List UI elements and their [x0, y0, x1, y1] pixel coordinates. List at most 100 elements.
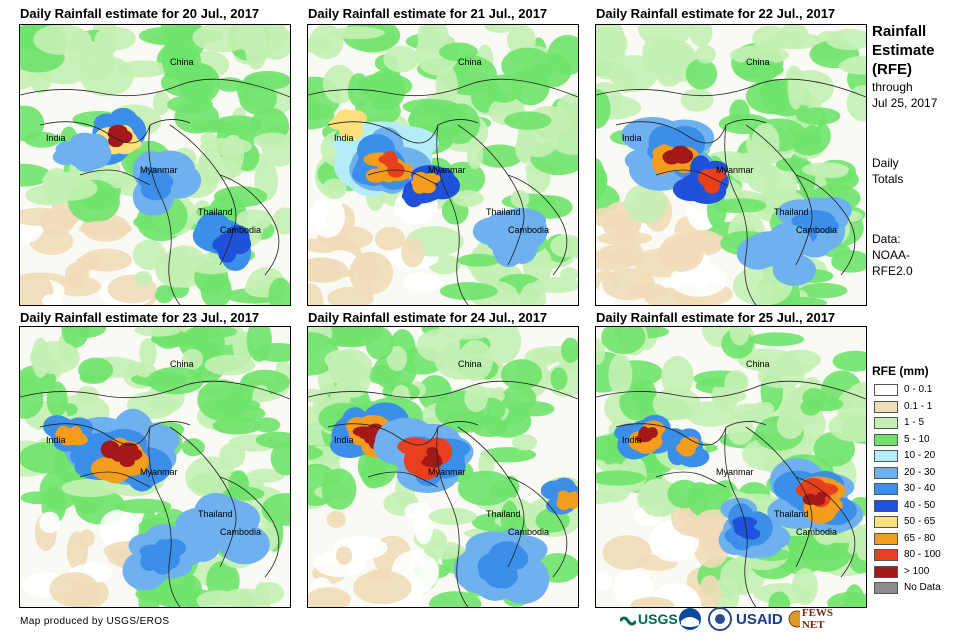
- legend-swatch: [874, 565, 898, 578]
- legend-item: 0 - 0.1: [872, 382, 962, 399]
- legend-swatch: [874, 433, 898, 446]
- fews-globe-icon: [788, 610, 800, 628]
- map-label-myanmar: Myanmar: [140, 467, 178, 477]
- map-label-myanmar: Myanmar: [716, 165, 754, 175]
- map-credit: Map produced by USGS/EROS: [20, 616, 170, 627]
- legend-swatch: [874, 516, 898, 528]
- legend-rows: 0 - 0.1 0.1 - 1 1 - 5 5 - 10 10 - 20 20 - 30 3…: [872, 382, 962, 597]
- department-seal-icon: [708, 607, 732, 631]
- legend-item: 0.1 - 1: [872, 399, 962, 416]
- legend-label: 1 - 5: [904, 417, 925, 428]
- map-label-india: India: [622, 435, 642, 445]
- usaid-logo: USAID: [736, 610, 783, 628]
- sidebar-totals: Totals: [872, 172, 904, 186]
- legend-label: 65 - 80: [904, 532, 936, 544]
- map-label-cambodia: Cambodia: [220, 527, 262, 537]
- rainfall-map-canvas: [596, 25, 866, 305]
- legend-item: 10 - 20: [872, 448, 962, 465]
- legend-item: 50 - 65: [872, 514, 962, 531]
- legend-label: 0.1 - 1: [904, 400, 933, 412]
- legend-item: > 100: [872, 564, 962, 581]
- map-label-india: India: [334, 435, 354, 445]
- noaa-seal-icon: [679, 608, 701, 630]
- map-label-thailand: Thailand: [774, 207, 809, 217]
- sidebar-data-label: Data:: [872, 232, 901, 246]
- sidebar-title-line-3: (RFE): [872, 61, 912, 78]
- map-label-cambodia: Cambodia: [220, 225, 262, 235]
- legend-item: No Data: [872, 580, 962, 597]
- legend-label: No Data: [904, 582, 941, 593]
- map-label-india: India: [334, 133, 354, 143]
- legend-item: 40 - 50: [872, 498, 962, 515]
- map-label-thailand: Thailand: [198, 207, 233, 217]
- sidebar-daily: Daily: [872, 156, 899, 170]
- legend-title: RFE (mm): [872, 364, 929, 378]
- map-label-cambodia: Cambodia: [796, 527, 838, 537]
- legend-label: 80 - 100: [904, 549, 941, 560]
- rainfall-map-4: China India Myanmar Thailand Cambodia: [19, 326, 291, 608]
- rainfall-map-2: China India Myanmar Thailand Cambodia: [307, 24, 579, 306]
- rainfall-map-1: China India Myanmar Thailand Cambodia: [19, 24, 291, 306]
- fews-net-logo: FEWS NET: [788, 606, 839, 632]
- map-label-cambodia: Cambodia: [508, 225, 550, 235]
- legend-item: 1 - 5: [872, 415, 962, 432]
- map-label-myanmar: Myanmar: [716, 467, 754, 477]
- map-label-china: China: [170, 359, 194, 369]
- panel-title-3: Daily Rainfall estimate for 22 Jul., 201…: [596, 6, 836, 21]
- legend-label: 40 - 50: [904, 499, 936, 511]
- map-label-china: China: [170, 57, 194, 67]
- map-info-sidebar: Rainfall Estimate (RFE) through Jul 25, …: [872, 22, 967, 279]
- legend-item: 20 - 30: [872, 465, 962, 482]
- legend-swatch: [874, 450, 898, 462]
- usgs-logo: USGS: [620, 606, 678, 632]
- map-label-thailand: Thailand: [198, 509, 233, 519]
- legend-label: 30 - 40: [904, 483, 936, 494]
- legend-item: 80 - 100: [872, 547, 962, 564]
- legend-item: 5 - 10: [872, 432, 962, 449]
- rainfall-map-canvas: [20, 327, 290, 607]
- map-label-thailand: Thailand: [486, 509, 521, 519]
- legend-label: 5 - 10: [904, 433, 930, 445]
- rainfall-map-5: China India Myanmar Thailand Cambodia: [307, 326, 579, 608]
- map-label-myanmar: Myanmar: [428, 467, 466, 477]
- legend-label: 0 - 0.1: [904, 384, 933, 395]
- sidebar-title-line-2: Estimate: [872, 42, 935, 59]
- map-label-india: India: [622, 133, 642, 143]
- map-label-india: India: [46, 435, 66, 445]
- map-label-cambodia: Cambodia: [796, 225, 838, 235]
- panel-title-2: Daily Rainfall estimate for 21 Jul., 201…: [308, 6, 548, 21]
- legend-item: 65 - 80: [872, 531, 962, 548]
- map-label-china: China: [458, 359, 482, 369]
- rainfall-map-6: China India Myanmar Thailand Cambodia: [595, 326, 867, 608]
- legend-label: 10 - 20: [904, 450, 936, 461]
- map-label-china: China: [458, 57, 482, 67]
- sidebar-date: Jul 25, 2017: [872, 96, 938, 110]
- legend-label: > 100: [904, 565, 930, 577]
- panel-title-6: Daily Rainfall estimate for 25 Jul., 201…: [596, 310, 836, 325]
- panel-title-5: Daily Rainfall estimate for 24 Jul., 201…: [308, 310, 548, 325]
- map-label-thailand: Thailand: [774, 509, 809, 519]
- sidebar-source-2: RFE2.0: [872, 264, 913, 278]
- legend-label: 50 - 65: [904, 516, 936, 527]
- sidebar-title-line-1: Rainfall: [872, 23, 927, 40]
- map-label-cambodia: Cambodia: [508, 527, 550, 537]
- noaa-logo: [678, 606, 702, 632]
- legend-swatch: [874, 532, 898, 545]
- sidebar-source-1: NOAA-: [872, 248, 911, 262]
- legend-item: 30 - 40: [872, 481, 962, 498]
- dhs-seal-logo: [708, 606, 732, 632]
- legend-swatch: [874, 384, 898, 396]
- rainfall-map-canvas: [596, 327, 866, 607]
- legend-label: 20 - 30: [904, 466, 936, 478]
- map-label-thailand: Thailand: [486, 207, 521, 217]
- map-label-china: China: [746, 359, 770, 369]
- rainfall-map-canvas: [308, 25, 578, 305]
- rfe-legend: RFE (mm) 0 - 0.1 0.1 - 1 1 - 5 5 - 10 10 - 2…: [872, 364, 962, 597]
- map-label-china: China: [746, 57, 770, 67]
- rainfall-map-canvas: [20, 25, 290, 305]
- legend-swatch: [874, 400, 898, 413]
- panel-title-4: Daily Rainfall estimate for 23 Jul., 201…: [20, 310, 260, 325]
- rainfall-map-3: China India Myanmar Thailand Cambodia: [595, 24, 867, 306]
- legend-swatch: [874, 582, 898, 594]
- panel-title-1: Daily Rainfall estimate for 20 Jul., 201…: [20, 6, 260, 21]
